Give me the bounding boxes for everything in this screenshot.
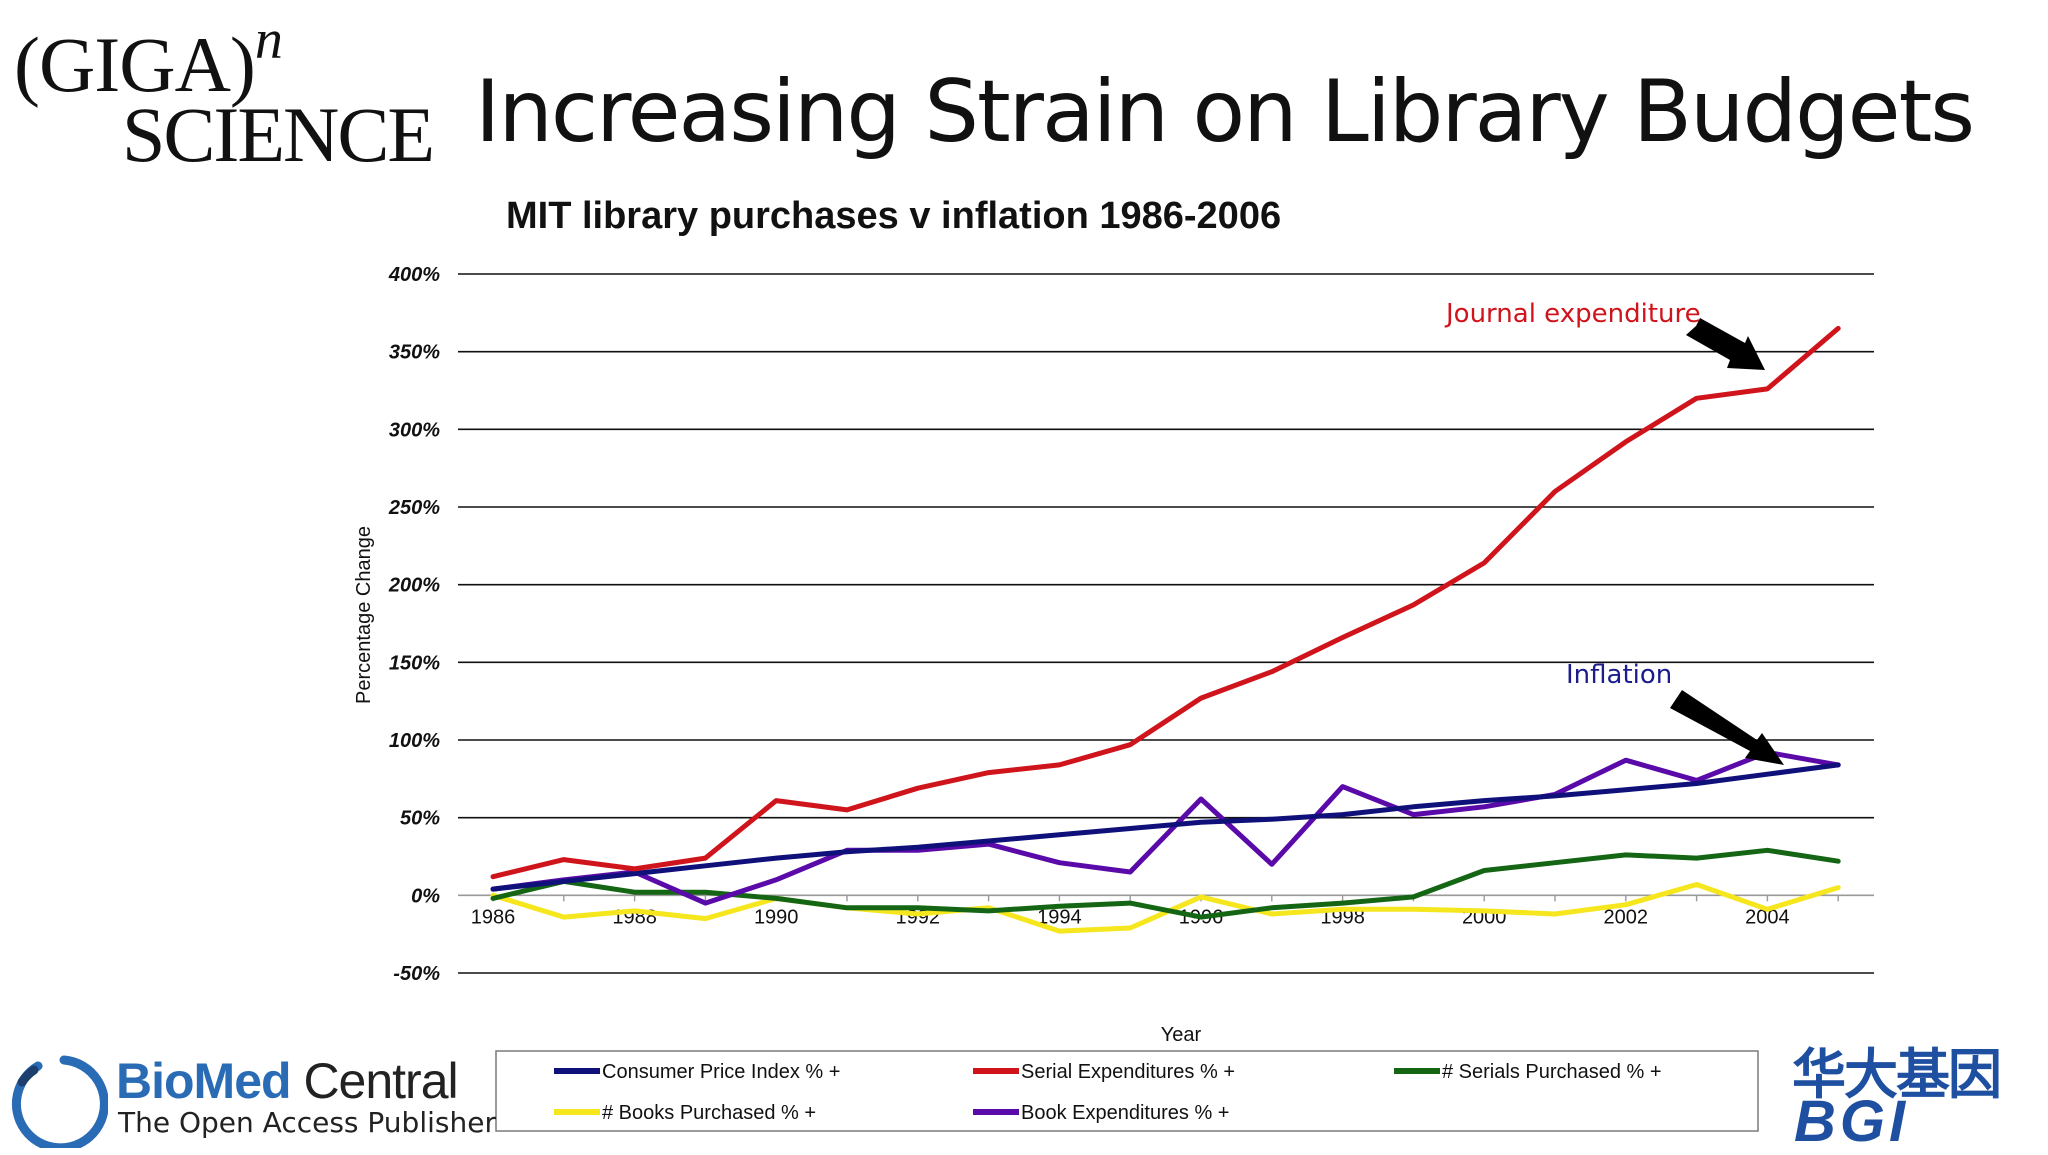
y-tick-label: 400%: [388, 264, 440, 286]
x-axis-label: Year: [1161, 1024, 1202, 1046]
series-line: [490, 325, 1841, 880]
legend-label: Book Expenditures % +: [1021, 1102, 1229, 1124]
y-tick-label: 100%: [389, 730, 440, 752]
x-tick-label: 2004: [1745, 906, 1790, 928]
legend: Consumer Price Index % + Serial Expenditu…: [554, 1061, 1662, 1124]
y-tick-label: -50%: [393, 963, 440, 985]
gigascience-logo-top: (GIGA)n: [14, 9, 283, 110]
x-tick-label: 2002: [1604, 906, 1649, 928]
y-axis-label: Percentage Change: [353, 526, 375, 704]
y-tick-label: 50%: [400, 808, 440, 830]
legend-label: # Books Purchased % +: [602, 1102, 816, 1124]
inflation-arrow-icon: [1670, 690, 1784, 765]
gigascience-logo-superscript: n: [254, 9, 283, 71]
series-line: [490, 847, 1841, 920]
bgi-chinese-name: 华大基因: [1792, 1043, 2002, 1106]
slide-title: Increasing Strain on Library Budgets: [475, 62, 1975, 162]
chart-title: MIT library purchases v inflation 1986-2…: [506, 195, 1281, 237]
y-tick-label: 0%: [411, 885, 440, 907]
y-tick-label: 300%: [389, 419, 440, 441]
biomed-circle-icon: [11, 1055, 108, 1148]
gigascience-logo-science: SCIENCE: [122, 91, 435, 178]
gridlines: [458, 273, 1874, 974]
journal-expenditure-annotation: Journal expenditure: [1444, 299, 1701, 329]
y-tick-label: 350%: [389, 342, 440, 364]
legend-label: Consumer Price Index % +: [602, 1061, 840, 1083]
bgi-logo: 华大基因 BGI: [1782, 1030, 2042, 1154]
y-axis-ticks: 400% 350% 300% 250% 200% 150% 100% 50% 0% -50%: [388, 264, 440, 985]
biomed-name-central: Central: [290, 1053, 458, 1109]
biomed-name-bold: BioMed: [116, 1053, 292, 1109]
biomed-central-logo: BioMed Central The Open Access Publisher: [4, 1052, 496, 1152]
series-line: [490, 749, 1841, 906]
y-tick-label: 200%: [388, 575, 440, 597]
bgi-english-name: BGI: [1794, 1089, 1910, 1154]
legend-box: [495, 1050, 1759, 1132]
gigascience-logo-giga: (GIGA): [14, 21, 256, 108]
biomed-name: BioMed Central: [116, 1052, 459, 1110]
x-tick-label: 1986: [471, 906, 516, 928]
inflation-annotation: Inflation: [1566, 660, 1672, 690]
biomed-tagline: The Open Access Publisher: [118, 1106, 496, 1139]
x-tick-label: 1990: [754, 906, 799, 928]
gigascience-logo: (GIGA)n SCIENCE: [14, 9, 454, 178]
journal-arrow-icon: [1686, 318, 1765, 370]
x-tick-label: 1994: [1037, 906, 1082, 928]
series-line: [490, 762, 1841, 892]
legend-label: # Serials Purchased % +: [1442, 1061, 1662, 1083]
series-lines: [490, 325, 1841, 934]
y-tick-label: 150%: [389, 652, 440, 674]
legend-label: Serial Expenditures % +: [1021, 1061, 1235, 1083]
y-tick-label: 250%: [388, 497, 440, 519]
